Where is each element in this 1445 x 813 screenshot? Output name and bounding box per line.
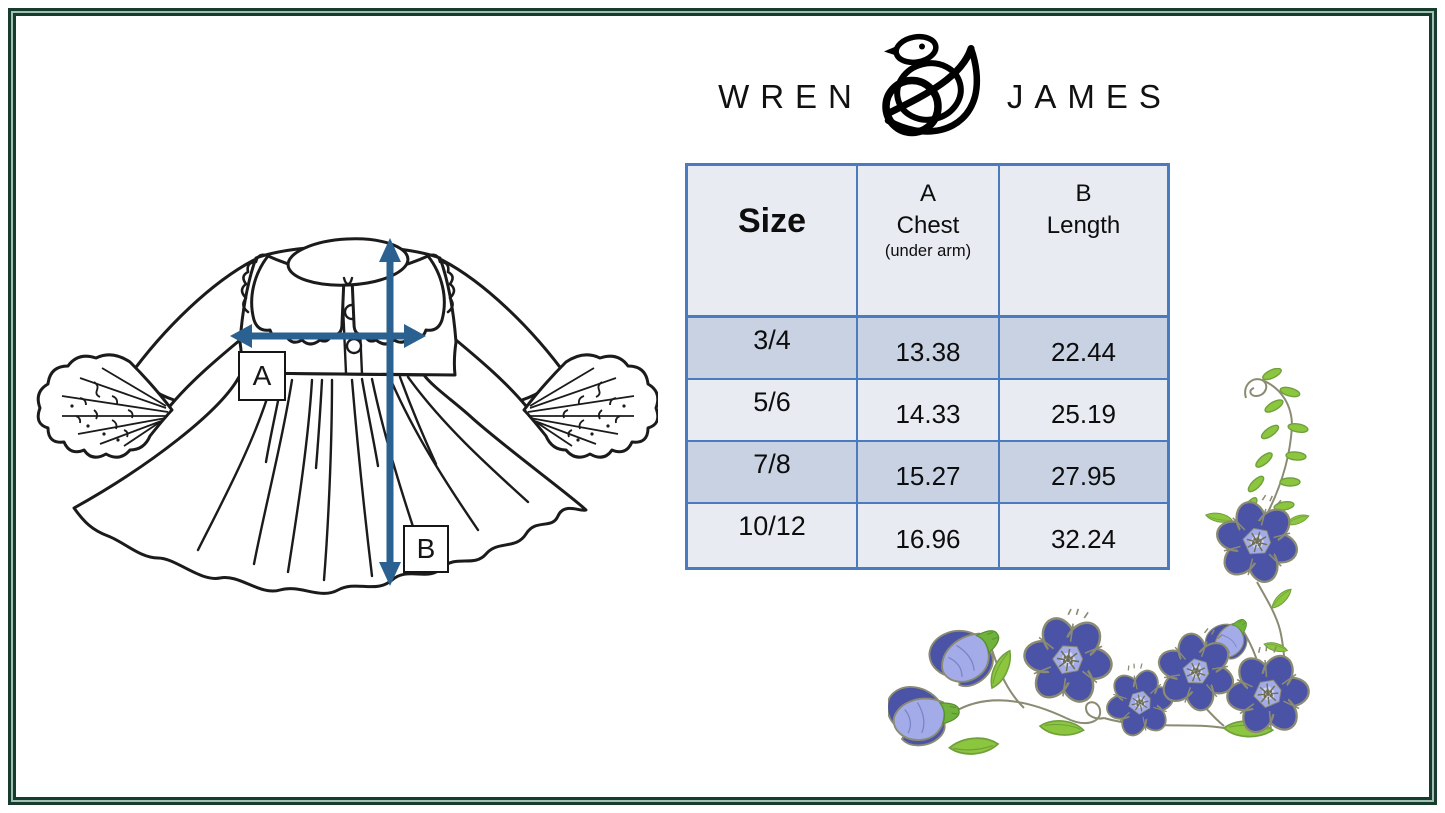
size-value: 7/8 [688, 442, 858, 504]
measure-label-b: B [403, 525, 449, 573]
chest-value: 16.96 [858, 504, 1000, 567]
length-label: Length [1046, 211, 1121, 239]
chest-value: 13.38 [858, 318, 1000, 380]
length-letter: B [1075, 180, 1092, 207]
measure-label-a: A [238, 351, 286, 401]
bird-ampersand-icon [875, 33, 995, 141]
size-value: 10/12 [688, 504, 858, 567]
size-value: 5/6 [688, 380, 858, 442]
size-chart-table: Size A Chest (under arm) B Length 3/4 13… [685, 163, 1170, 570]
dress-line-art-illustration [36, 237, 658, 595]
chest-label: Chest [896, 211, 960, 239]
length-value: 32.24 [1000, 504, 1167, 567]
trumpet-flower [888, 679, 964, 751]
length-value: 22.44 [1000, 318, 1167, 380]
length-value: 27.95 [1000, 442, 1167, 504]
trumpet-flower [920, 607, 1015, 700]
right-lace-cuff [522, 353, 658, 459]
chest-note: (under arm) [884, 242, 972, 261]
col-header-size: Size [688, 166, 858, 318]
blue-flower-vine-illustration [888, 368, 1314, 758]
dress-collar [240, 237, 456, 346]
left-lace-cuff [36, 353, 174, 459]
length-value: 25.19 [1000, 380, 1167, 442]
col-header-length: B Length [1000, 166, 1167, 318]
round-flower [1205, 483, 1311, 595]
round-flower [1016, 601, 1120, 713]
label-a-text: A [252, 360, 272, 391]
length-arrow [379, 238, 401, 586]
brand-logo: WREN JAMES [660, 30, 1230, 150]
label-b-text: B [416, 533, 436, 564]
outer-frame-border [8, 8, 1437, 805]
brand-word-wren: WREN [718, 78, 863, 115]
size-header-label: Size [737, 202, 807, 240]
dress-sleeves [126, 258, 570, 408]
brand-word-james: JAMES [1006, 78, 1172, 115]
size-value: 3/4 [688, 318, 858, 380]
chest-letter: A [919, 180, 936, 207]
chest-value: 15.27 [858, 442, 1000, 504]
chest-arrow [230, 324, 426, 348]
chest-value: 14.33 [858, 380, 1000, 442]
col-header-chest: A Chest (under arm) [858, 166, 1000, 318]
